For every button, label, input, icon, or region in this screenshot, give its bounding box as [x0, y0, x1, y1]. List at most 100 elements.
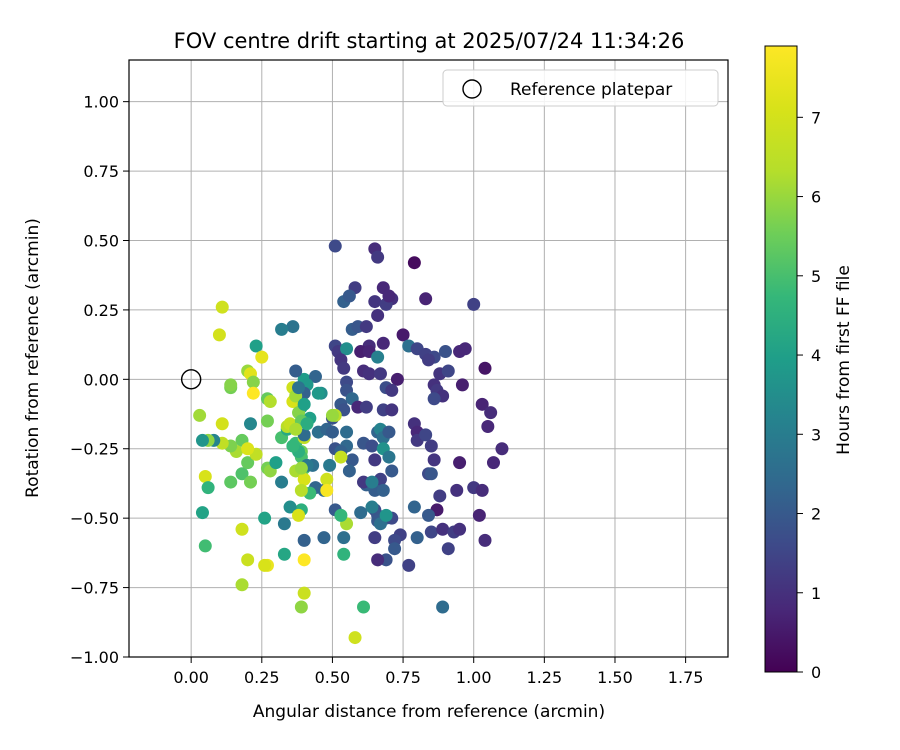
data-point	[484, 406, 498, 420]
data-point	[419, 292, 433, 306]
colorbar-tick-label: 6	[811, 188, 821, 207]
data-point	[407, 500, 421, 514]
y-tick-label: −0.50	[70, 509, 119, 528]
data-point	[371, 553, 385, 567]
x-axis-label: Angular distance from reference (arcmin)	[253, 702, 605, 722]
data-point	[337, 531, 351, 545]
colorbar-tick-label: 3	[811, 425, 821, 444]
y-tick-label: 0.75	[83, 162, 119, 181]
data-point	[424, 439, 438, 453]
colorbar-ticks: 0 1 2 3 4 5 6 7	[797, 108, 821, 682]
data-point	[286, 439, 300, 453]
data-point	[422, 353, 435, 367]
y-tick-label: 0.50	[83, 231, 119, 250]
chart-title: FOV centre drift starting at 2025/07/24 …	[174, 29, 685, 53]
y-axis-ticks: 1.00 0.75 0.50 0.25 0.00 −0.25 −0.50 −0.75 −1.00	[70, 93, 129, 667]
y-axis-label: Rotation from reference (arcmin)	[23, 218, 43, 498]
data-point	[195, 506, 209, 520]
data-point	[215, 417, 229, 431]
data-point	[410, 531, 424, 545]
data-point	[371, 350, 385, 364]
data-point	[376, 483, 390, 497]
data-point	[263, 395, 277, 409]
data-point	[424, 525, 438, 539]
data-point	[241, 456, 255, 470]
colorbar-tick-label: 0	[811, 663, 821, 682]
data-point	[348, 631, 362, 645]
data-point	[390, 372, 404, 386]
data-point	[368, 295, 382, 309]
legend-label: Reference platepar	[510, 80, 672, 100]
data-point	[441, 364, 455, 378]
data-point	[275, 475, 289, 489]
data-point	[215, 300, 229, 314]
data-point	[334, 450, 348, 464]
data-point	[472, 508, 486, 522]
data-point	[359, 400, 373, 414]
data-point	[277, 547, 291, 561]
x-tick-label: 1.50	[597, 668, 633, 687]
data-point	[385, 464, 399, 478]
data-point	[376, 336, 390, 350]
data-point	[277, 517, 291, 531]
data-point	[455, 378, 469, 392]
data-point	[382, 289, 396, 303]
data-point	[286, 320, 300, 334]
data-point	[224, 378, 238, 392]
data-point	[320, 483, 334, 497]
colorbar-tick-label: 7	[811, 108, 821, 127]
data-point	[450, 483, 464, 497]
y-tick-label: −0.75	[70, 579, 119, 598]
colorbar-gradient	[764, 45, 798, 673]
data-point	[275, 322, 289, 336]
data-point	[388, 542, 402, 556]
colorbar-label: Hours from first FF file	[834, 265, 854, 455]
y-tick-label: 0.25	[83, 301, 119, 320]
x-tick-label: 1.00	[456, 668, 492, 687]
data-point	[323, 458, 337, 472]
data-point	[294, 600, 308, 614]
data-point	[382, 450, 396, 464]
data-point	[283, 500, 297, 514]
data-point	[368, 531, 382, 545]
data-point	[246, 375, 260, 389]
colorbar-tick-label: 2	[811, 505, 821, 524]
data-point	[297, 397, 311, 411]
legend: Reference platepar	[442, 69, 719, 107]
data-point	[478, 361, 492, 375]
data-point	[325, 408, 339, 422]
data-point	[317, 531, 331, 545]
x-tick-label: 0.50	[315, 668, 351, 687]
y-tick-label: −0.25	[70, 440, 119, 459]
data-point	[325, 425, 339, 439]
x-axis-ticks: 0.00 0.25 0.50 0.75 1.00 1.25 1.50 1.75	[173, 657, 703, 687]
data-point	[258, 511, 272, 525]
data-point	[475, 483, 489, 497]
data-point	[478, 533, 492, 547]
data-point	[255, 350, 269, 364]
data-point	[328, 239, 342, 253]
legend-marker-icon	[462, 79, 482, 99]
reference-platepar-marker	[180, 369, 202, 390]
data-point	[382, 425, 396, 439]
data-point	[481, 420, 495, 434]
x-tick-label: 1.75	[668, 668, 704, 687]
data-point	[467, 297, 481, 311]
data-point	[294, 483, 308, 497]
colorbar-tick-label: 1	[811, 584, 821, 603]
data-point	[235, 467, 249, 481]
data-point	[365, 475, 379, 489]
data-point	[235, 522, 249, 536]
data-point	[475, 397, 489, 411]
data-point	[297, 586, 311, 600]
legend-box	[442, 69, 719, 107]
data-point	[486, 456, 500, 470]
data-point	[297, 553, 311, 567]
data-point	[224, 475, 238, 489]
data-point	[212, 328, 226, 342]
data-point	[407, 256, 421, 270]
data-point	[300, 417, 314, 431]
data-point	[436, 522, 450, 536]
data-point	[441, 542, 455, 556]
